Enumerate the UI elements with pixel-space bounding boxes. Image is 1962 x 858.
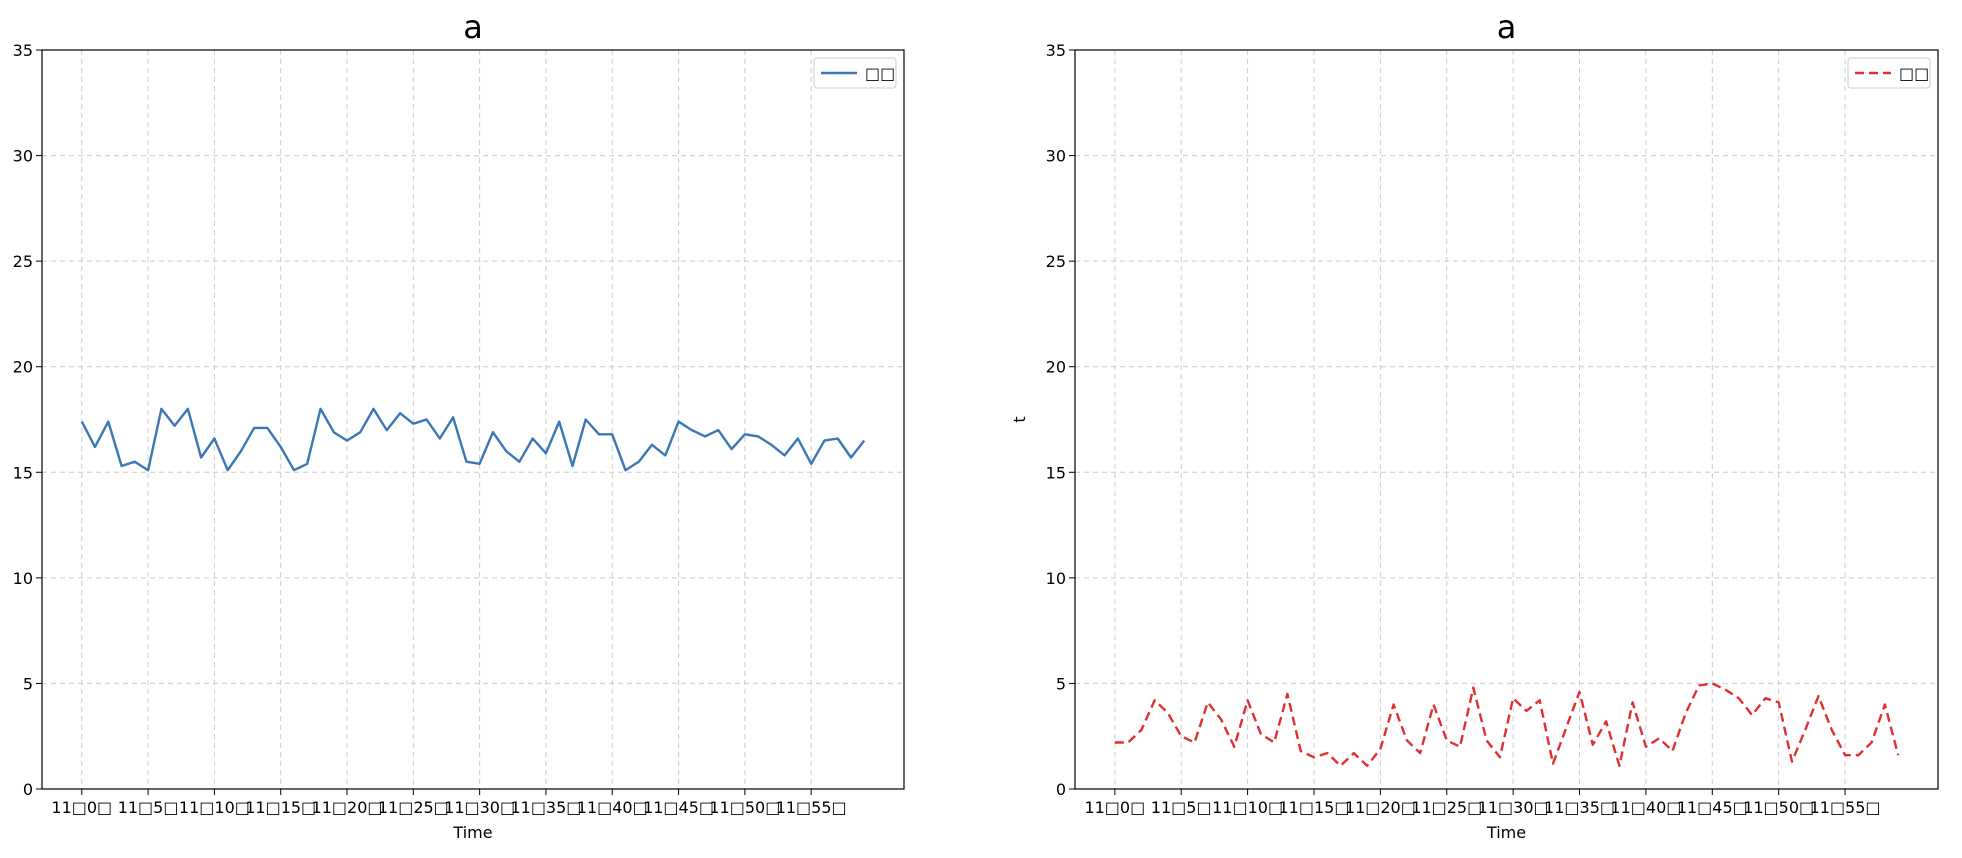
legend-label: □□ bbox=[865, 64, 895, 83]
series-line-0 bbox=[1114, 682, 1900, 767]
plot-frame bbox=[41, 49, 905, 790]
x-tick-label: 11□40□ bbox=[1610, 798, 1681, 817]
y-tick-label: 35 bbox=[13, 41, 33, 60]
x-tick-label: 11□55□ bbox=[1810, 798, 1881, 817]
x-tick-label: 11□5□ bbox=[118, 798, 179, 817]
x-tick-label: 11□10□ bbox=[1212, 798, 1283, 817]
x-tick-label: 11□20□ bbox=[312, 798, 383, 817]
y-tick-label: 30 bbox=[1046, 147, 1066, 166]
x-tick-label: 11□35□ bbox=[1544, 798, 1615, 817]
y-tick-label: 25 bbox=[1046, 252, 1066, 271]
y-tick-label: 30 bbox=[13, 147, 33, 166]
x-tick-label: 11□25□ bbox=[378, 798, 449, 817]
legend-label: □□ bbox=[1899, 64, 1929, 83]
x-axis-label: Time bbox=[1486, 823, 1526, 842]
y-tick-label: 0 bbox=[1056, 780, 1066, 799]
x-tick-label: 11□50□ bbox=[1743, 798, 1814, 817]
chart-title: a bbox=[463, 8, 483, 46]
y-tick-label: 0 bbox=[23, 780, 33, 799]
x-tick-label: 11□15□ bbox=[1279, 798, 1350, 817]
x-tick-label: 11□5□ bbox=[1151, 798, 1212, 817]
x-tick-label: 11□0□ bbox=[51, 798, 112, 817]
y-tick-label: 15 bbox=[13, 463, 33, 482]
y-tick-label: 20 bbox=[13, 358, 33, 377]
y-tick-label: 35 bbox=[1046, 41, 1066, 60]
y-tick-label: 5 bbox=[1056, 674, 1066, 693]
y-tick-label: 25 bbox=[13, 252, 33, 271]
x-tick-label: 11□20□ bbox=[1345, 798, 1416, 817]
x-tick-label: 11□30□ bbox=[1478, 798, 1549, 817]
y-tick-label: 5 bbox=[23, 674, 33, 693]
x-tick-label: 11□40□ bbox=[577, 798, 648, 817]
y-tick-label: 10 bbox=[1046, 569, 1066, 588]
series-line-0 bbox=[80, 407, 866, 472]
x-tick-label: 11□15□ bbox=[245, 798, 316, 817]
y-tick-label: 20 bbox=[1046, 358, 1066, 377]
chart-title: a bbox=[1497, 8, 1517, 46]
x-tick-label: 11□30□ bbox=[444, 798, 515, 817]
x-tick-label: 11□0□ bbox=[1084, 798, 1145, 817]
plot-frame bbox=[1074, 49, 1939, 790]
y-tick-label: 15 bbox=[1046, 463, 1066, 482]
x-tick-label: 11□10□ bbox=[179, 798, 250, 817]
x-axis-label: Time bbox=[452, 823, 492, 842]
x-tick-label: 11□50□ bbox=[709, 798, 780, 817]
x-tick-label: 11□25□ bbox=[1411, 798, 1482, 817]
x-tick-label: 11□45□ bbox=[643, 798, 714, 817]
x-tick-label: 11□55□ bbox=[776, 798, 847, 817]
x-tick-label: 11□35□ bbox=[510, 798, 581, 817]
y-axis-label: t bbox=[1010, 416, 1029, 422]
y-tick-label: 10 bbox=[13, 569, 33, 588]
x-tick-label: 11□45□ bbox=[1677, 798, 1748, 817]
